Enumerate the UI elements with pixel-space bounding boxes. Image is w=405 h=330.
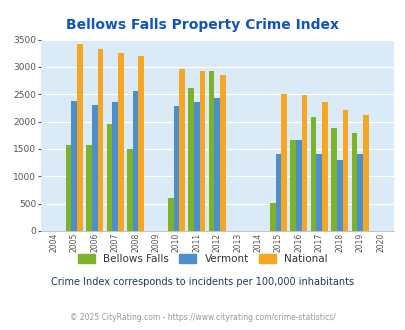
Bar xyxy=(194,103,199,231)
Bar xyxy=(356,154,362,231)
Bar xyxy=(179,69,185,231)
Bar xyxy=(362,115,368,231)
Bar xyxy=(214,98,220,231)
Bar xyxy=(173,106,179,231)
Bar xyxy=(92,105,97,231)
Bar xyxy=(321,102,327,231)
Bar xyxy=(275,154,281,231)
Bar xyxy=(77,44,83,231)
Bar xyxy=(188,88,194,231)
Bar xyxy=(112,103,118,231)
Bar xyxy=(86,145,92,231)
Bar xyxy=(269,203,275,231)
Bar xyxy=(295,140,301,231)
Bar xyxy=(106,124,112,231)
Bar xyxy=(132,91,138,231)
Bar xyxy=(301,95,307,231)
Bar xyxy=(351,133,356,231)
Bar xyxy=(66,145,71,231)
Legend: Bellows Falls, Vermont, National: Bellows Falls, Vermont, National xyxy=(74,249,331,268)
Bar xyxy=(290,140,295,231)
Text: © 2025 CityRating.com - https://www.cityrating.com/crime-statistics/: © 2025 CityRating.com - https://www.city… xyxy=(70,313,335,322)
Bar xyxy=(127,149,132,231)
Bar xyxy=(71,101,77,231)
Bar xyxy=(330,128,336,231)
Text: Bellows Falls Property Crime Index: Bellows Falls Property Crime Index xyxy=(66,18,339,32)
Bar xyxy=(208,71,214,231)
Bar xyxy=(138,56,144,231)
Bar xyxy=(199,71,205,231)
Bar xyxy=(97,49,103,231)
Bar xyxy=(315,154,321,231)
Bar xyxy=(336,160,342,231)
Bar xyxy=(118,53,124,231)
Bar xyxy=(310,117,315,231)
Bar xyxy=(220,75,225,231)
Text: Crime Index corresponds to incidents per 100,000 inhabitants: Crime Index corresponds to incidents per… xyxy=(51,278,354,287)
Bar xyxy=(281,94,286,231)
Bar xyxy=(342,110,347,231)
Bar xyxy=(167,198,173,231)
